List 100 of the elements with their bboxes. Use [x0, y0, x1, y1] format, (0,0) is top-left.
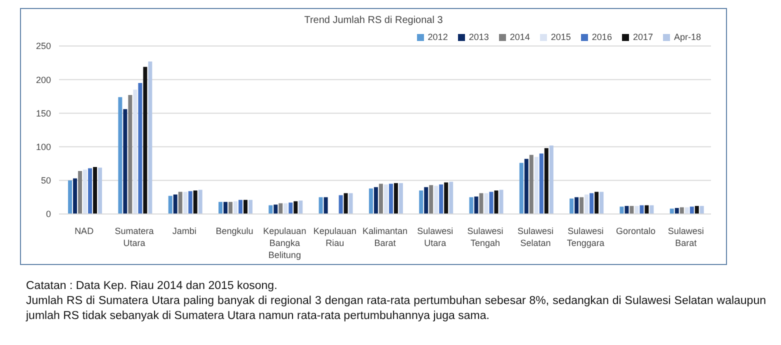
bar [138, 82, 142, 214]
bar [630, 206, 634, 214]
bar [298, 200, 303, 214]
bar [178, 192, 182, 214]
bar [640, 205, 644, 214]
bar [193, 190, 198, 214]
bar [584, 194, 589, 214]
bar [374, 187, 378, 214]
bar [700, 206, 704, 214]
bar [449, 182, 454, 214]
x-tick-label: Sulawesi Tengah [467, 226, 504, 248]
bar [83, 170, 88, 214]
bar [183, 192, 188, 214]
bar [429, 185, 434, 214]
bar [128, 95, 132, 214]
legend-label: 2015 [550, 32, 571, 42]
x-tick-label: Sulawesi Tenggara [566, 226, 604, 248]
bar [600, 192, 604, 214]
bar [228, 202, 232, 214]
y-tick-label: 200 [36, 74, 51, 85]
bar [93, 166, 98, 214]
bar [534, 156, 538, 214]
y-tick-label: 250 [36, 41, 51, 52]
bar [394, 183, 398, 214]
x-tick-label: Kepulauan Riau [313, 226, 356, 248]
bar [68, 180, 72, 214]
bar [524, 158, 528, 214]
bar [243, 200, 248, 214]
chart-title: Trend Jumlah RS di Regional 3 [303, 15, 444, 26]
bar [674, 208, 679, 214]
bar [398, 183, 403, 214]
x-tick-label: Kalimantan Barat [362, 226, 408, 248]
bar [173, 194, 178, 214]
bar [188, 191, 192, 214]
bar [489, 192, 494, 214]
text: Jumlah RS di Sumatera Utara paling banyak di regional 3 dengan rata-rata pertumbuhan sebesar 8%, sedangkan di Sulawesi Selatan walaupun jumlah RS tidak sebanyak di Sumatera Utara namun rata-rata pertumbuhannya juga sama. [26, 294, 766, 324]
legend-label: 2012 [428, 32, 448, 42]
x-tick-label: Sumatera Utara [114, 226, 154, 248]
bar [634, 206, 639, 214]
bar [344, 193, 348, 214]
y-tick-label: 150 [36, 108, 51, 118]
bar [549, 145, 554, 214]
bar [274, 204, 278, 214]
bar [444, 182, 448, 214]
bar [223, 202, 228, 214]
bar [233, 201, 238, 214]
bar [594, 192, 599, 214]
bar [123, 109, 128, 214]
bar [580, 197, 584, 214]
bar [278, 203, 283, 214]
bar [519, 162, 524, 214]
bar [218, 202, 222, 214]
bar [474, 196, 478, 214]
legend-label: Apr-18 [674, 32, 701, 42]
y-tick-label: 100 [36, 142, 51, 152]
bar [368, 188, 373, 214]
x-tick-label: Jambi [172, 226, 196, 236]
bar [73, 178, 78, 214]
bar [348, 193, 353, 214]
bar [98, 168, 102, 214]
bar [694, 206, 699, 214]
bar [118, 97, 122, 214]
bar [133, 90, 138, 214]
bar [434, 186, 438, 214]
y-tick-label: 0 [46, 209, 51, 220]
bar [539, 154, 544, 214]
bar [644, 205, 649, 214]
bar [338, 195, 343, 214]
bar [284, 203, 288, 214]
legend-label: 2016 [592, 32, 612, 42]
bar [439, 184, 444, 214]
y-tick-label: 50 [40, 176, 51, 186]
bar [419, 190, 424, 214]
x-tick-label: Sulawesi Selatan [517, 226, 554, 248]
bar [469, 197, 474, 214]
bar [324, 197, 328, 214]
legend-label: 2017 [632, 32, 653, 42]
bar [248, 200, 252, 214]
x-tick-label: Sulawesi Utara [417, 226, 454, 248]
bar [590, 193, 594, 214]
bar [570, 198, 574, 214]
bar [624, 206, 629, 214]
legend-label: 2014 [510, 32, 530, 42]
bar [424, 187, 428, 214]
x-tick-label: Gorontalo [616, 226, 656, 236]
bar [650, 205, 654, 214]
bar [168, 196, 172, 214]
bar [288, 202, 293, 214]
bar [574, 197, 579, 214]
legend-label: 2013 [468, 32, 489, 42]
bar [378, 184, 383, 214]
bar [238, 200, 242, 214]
bar [88, 168, 92, 214]
bar [294, 201, 298, 214]
bar [388, 184, 393, 214]
bar [690, 206, 694, 214]
bar [494, 190, 498, 214]
bar [318, 197, 323, 214]
x-tick-label: NAD [74, 226, 94, 236]
bar [529, 154, 534, 214]
